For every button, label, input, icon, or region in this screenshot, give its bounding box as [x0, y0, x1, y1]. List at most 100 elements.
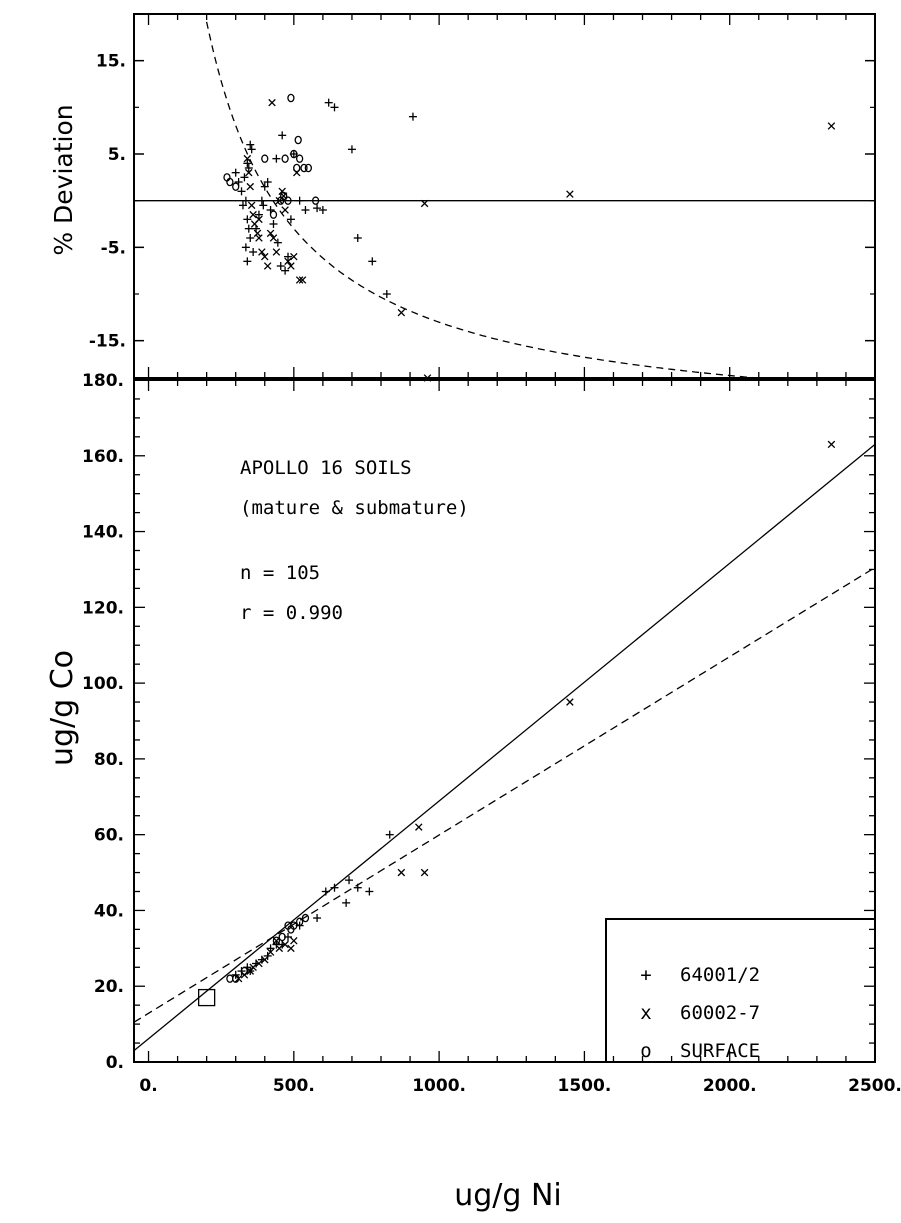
reference-dashed-line	[133, 566, 876, 1023]
box-marker	[197, 988, 216, 1007]
x-tick-label: 500.	[273, 1076, 315, 1096]
top-point-o	[261, 154, 269, 163]
bottom-point-x	[420, 868, 429, 877]
top-point-x	[566, 190, 574, 198]
annotation-n: n = 105	[240, 562, 320, 584]
top-point-plus	[269, 220, 278, 228]
annotation-subtitle: (mature & submature)	[240, 497, 469, 519]
top-point-o	[280, 191, 288, 201]
top-point-x	[268, 98, 276, 107]
bottom-point-o	[290, 921, 298, 930]
bottom-y-axis-label: ug/g Co	[45, 650, 80, 766]
top-point-plus	[408, 112, 417, 121]
top-point-plus	[246, 140, 255, 149]
bottom-point-x	[397, 868, 406, 877]
regression-line	[133, 443, 876, 1052]
bottom-y-tick-label: 120.	[82, 598, 124, 618]
top-point-x	[247, 201, 256, 210]
top-panel-points	[223, 93, 836, 382]
top-point-plus	[276, 262, 285, 270]
top-y-tick-label: 5.	[108, 145, 126, 165]
top-point-plus	[281, 266, 290, 275]
bottom-point-plus	[266, 944, 275, 953]
x-tick-label: 1500.	[558, 1076, 612, 1096]
bottom-point-o	[272, 936, 281, 946]
top-point-o	[284, 196, 292, 205]
bottom-y-tick-label: 20.	[94, 977, 124, 997]
top-point-plus	[241, 196, 250, 205]
bottom-point-plus	[342, 898, 351, 907]
top-point-plus	[244, 164, 253, 172]
bottom-point-x	[415, 823, 423, 831]
top-point-plus	[286, 215, 295, 224]
top-point-x	[827, 122, 836, 130]
legend-symbol-x: x	[640, 1002, 651, 1024]
top-point-o	[300, 163, 308, 173]
bottom-point-plus	[313, 914, 322, 923]
top-point-x	[263, 262, 272, 270]
legend-label-64001: 64001/2	[680, 964, 760, 986]
top-point-plus	[238, 201, 247, 210]
bottom-point-o	[301, 913, 310, 923]
top-point-x	[255, 215, 263, 224]
bottom-point-x	[827, 440, 836, 449]
bottom-point-x	[290, 936, 298, 945]
top-point-x	[295, 276, 304, 284]
top-point-plus	[313, 204, 322, 213]
top-panel-lines	[134, 21, 875, 379]
top-point-plus	[254, 210, 263, 219]
top-point-x	[253, 229, 262, 238]
bottom-y-tick-label: 60.	[94, 826, 124, 846]
bottom-point-o	[226, 974, 234, 983]
bottom-point-plus	[263, 951, 272, 960]
legend-label-surface: SURFACE	[680, 1040, 760, 1062]
x-tick-label: 1000.	[412, 1076, 466, 1096]
top-point-plus	[330, 103, 339, 112]
top-point-x	[255, 234, 263, 242]
top-point-plus	[257, 196, 266, 205]
top-point-x	[278, 187, 286, 196]
top-point-o	[226, 177, 234, 187]
x-tick-label: 0.	[139, 1076, 157, 1096]
top-point-plus	[272, 154, 281, 163]
bottom-y-tick-label: 140.	[82, 523, 124, 543]
top-point-o	[287, 93, 295, 103]
top-point-plus	[263, 178, 272, 186]
bottom-point-x	[281, 940, 289, 949]
top-point-plus	[237, 187, 246, 196]
bottom-point-x	[275, 944, 284, 953]
top-point-o	[281, 154, 289, 163]
top-point-x	[284, 257, 292, 266]
top-point-plus	[231, 168, 240, 177]
top-point-x	[423, 374, 432, 382]
top-point-plus	[284, 252, 293, 261]
bottom-point-plus	[385, 830, 394, 839]
deviation-boundary-curve	[205, 21, 861, 379]
bottom-point-x	[287, 944, 295, 953]
top-point-x	[290, 252, 298, 261]
top-point-plus	[243, 215, 252, 224]
bottom-y-tick-label: 80.	[94, 750, 124, 770]
top-point-o	[294, 135, 302, 145]
top-point-o	[269, 210, 278, 219]
bottom-point-x	[261, 955, 269, 964]
top-point-plus	[259, 201, 268, 210]
bottom-panel-ticks: 0. 500. 1000. 1500. 2000. 2500. 0. 20. 40. 60. 80.…	[82, 371, 901, 1096]
top-point-plus	[241, 243, 250, 252]
top-point-x	[258, 248, 266, 256]
top-point-x	[287, 262, 295, 270]
top-point-plus	[318, 206, 327, 214]
top-point-plus	[324, 98, 333, 107]
bottom-point-plus	[345, 876, 354, 885]
top-point-x	[243, 154, 252, 163]
top-point-x	[269, 234, 278, 242]
top-point-x	[261, 252, 269, 261]
x-tick-label: 2500.	[848, 1076, 901, 1096]
top-point-plus	[247, 145, 256, 154]
top-point-plus	[353, 234, 362, 242]
top-point-plus	[249, 248, 258, 256]
top-point-o	[311, 196, 320, 205]
top-point-o	[293, 163, 301, 173]
top-point-o	[295, 154, 304, 163]
x-axis-label: ug/g Ni	[454, 1178, 562, 1213]
